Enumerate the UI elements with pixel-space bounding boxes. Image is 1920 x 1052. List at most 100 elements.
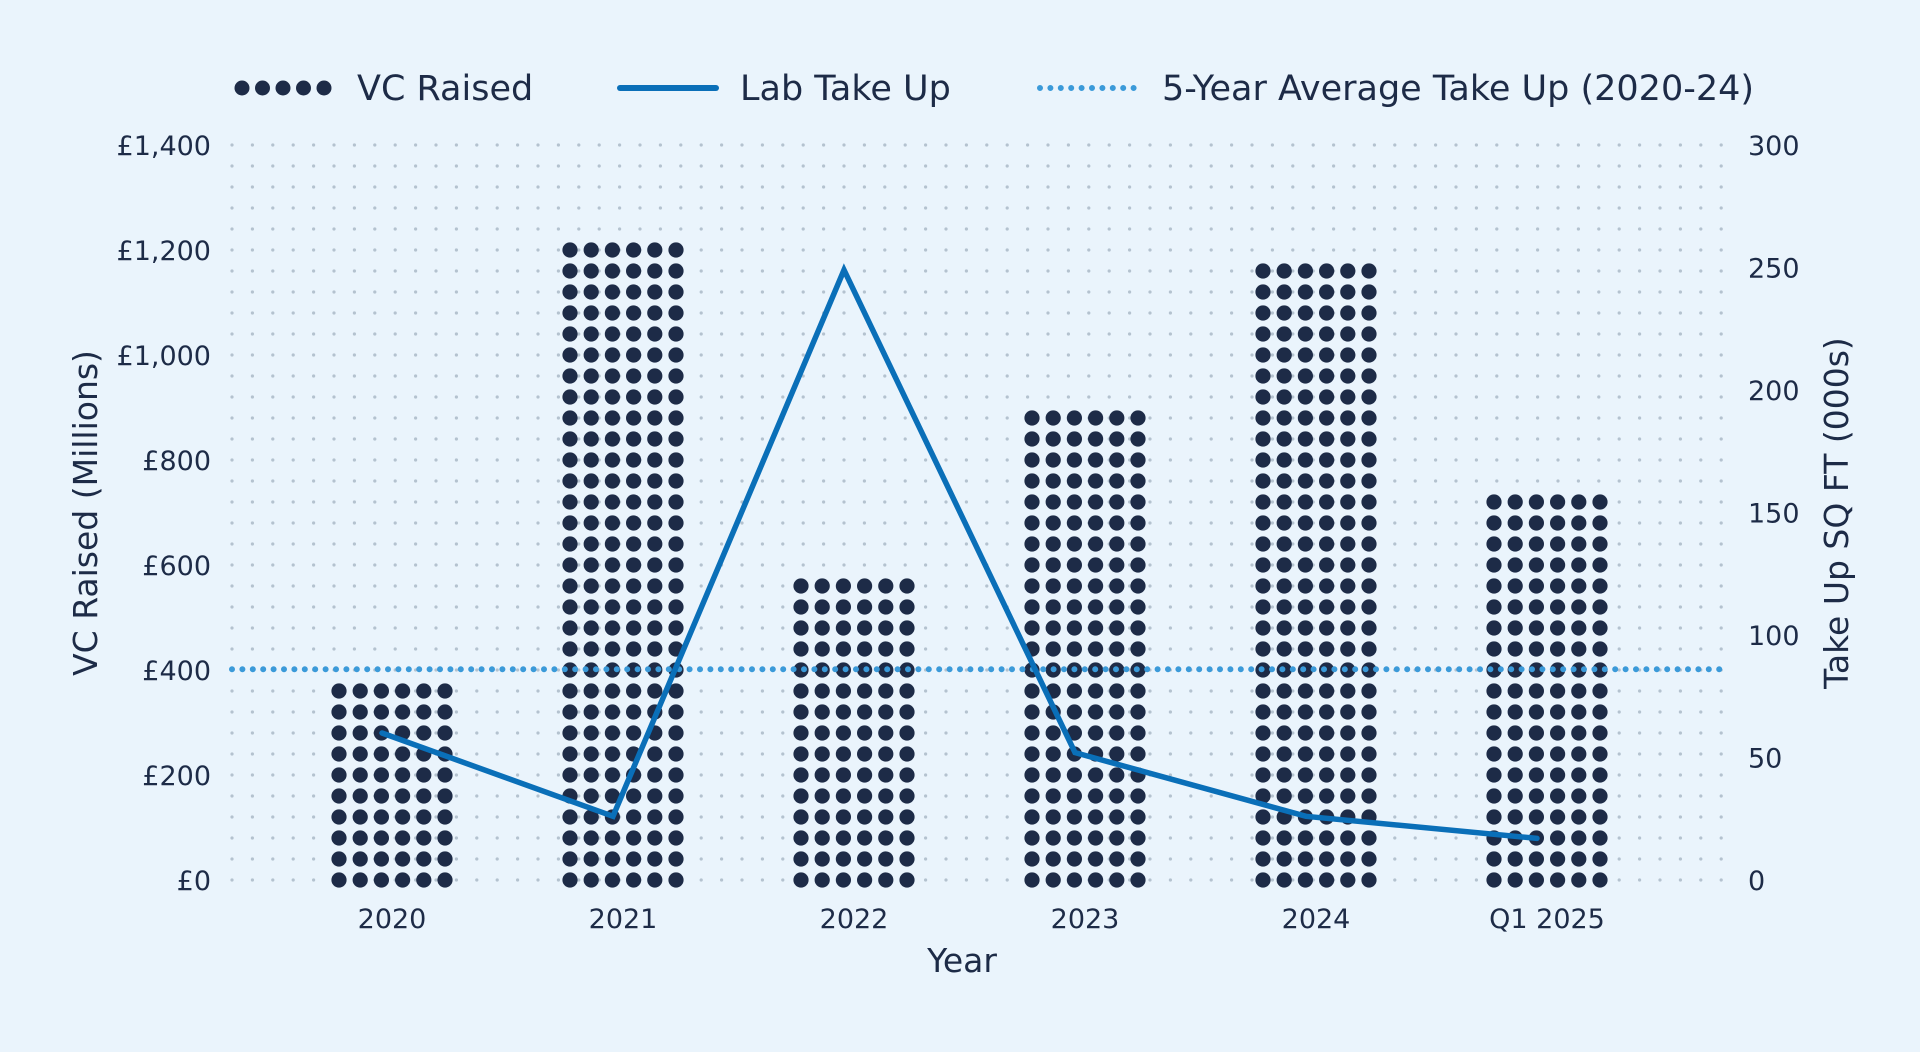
grid-dot [883,290,886,293]
grid-dot [659,206,662,209]
grid-dot [924,416,927,419]
grid-dot [455,626,458,629]
grid-dot [434,878,437,881]
grid-dot [1658,626,1661,629]
grid-dot [1414,500,1417,503]
grid-dot [1597,164,1600,167]
grid-dot [434,395,437,398]
grid-dot [985,332,988,335]
grid-dot [516,710,519,713]
bar-dot [1550,830,1565,845]
grid-dot [1618,857,1621,860]
grid-dot [577,857,580,860]
bar-dot [605,620,620,635]
grid-dot [455,647,458,650]
bar-dot [626,788,641,803]
bar-dot [793,809,808,824]
grid-dot [1189,878,1192,881]
grid-dot [455,563,458,566]
grid-dot [516,143,519,146]
bar-dot [1298,557,1313,572]
grid-dot [292,395,295,398]
grid-dot [944,458,947,461]
grid-dot [1434,794,1437,797]
grid-dot [924,542,927,545]
grid-dot [394,227,397,230]
bar-dot [1277,620,1292,635]
bar-dot [605,305,620,320]
grid-dot [1454,248,1457,251]
grid-dot [1250,626,1253,629]
grid-dot [781,584,784,587]
bar-dot [562,809,577,824]
grid-dot [251,206,254,209]
grid-dot [1679,164,1682,167]
grid-dot [1720,836,1723,839]
grid-dot [251,710,254,713]
bar-dot [1067,830,1082,845]
grid-dot [1148,353,1151,356]
grid-dot [1210,248,1213,251]
grid-dot [1148,269,1151,272]
bar-dot [1067,578,1082,593]
bar-dot [1277,578,1292,593]
grid-dot [965,563,968,566]
grid-dot [516,815,519,818]
bar-dot [1024,452,1039,467]
grid-dot [883,500,886,503]
grid-dot [1658,206,1661,209]
grid-dot [271,605,274,608]
bar-dot [1550,578,1565,593]
grid-dot [1658,773,1661,776]
grid-dot [312,311,315,314]
bar-dot [374,830,389,845]
grid-dot [1271,248,1274,251]
bar-dot [1024,851,1039,866]
grid-dot [1291,185,1294,188]
grid-dot [312,794,315,797]
grid-dot [1087,395,1090,398]
grid-dot [1352,185,1355,188]
bar-dot [1361,326,1376,341]
grid-dot [944,395,947,398]
grid-dot [271,437,274,440]
grid-dot [557,584,560,587]
grid-dot [1434,584,1437,587]
grid-dot [271,563,274,566]
bar-dot [1361,620,1376,635]
bar-dot [815,788,830,803]
grid-dot [700,773,703,776]
bar-dot [793,725,808,740]
grid-dot [251,752,254,755]
grid-dot [720,878,723,881]
grid-dot [292,479,295,482]
grid-dot [475,836,478,839]
grid-dot [292,206,295,209]
grid-dot [720,353,723,356]
grid-dot [802,521,805,524]
grid-dot [1026,206,1029,209]
grid-dot [1434,857,1437,860]
bar-dot [1508,809,1523,824]
grid-dot [700,269,703,272]
grid-dot [230,710,233,713]
grid-dot [944,437,947,440]
grid-dot [1230,752,1233,755]
grid-dot [1720,311,1723,314]
bar-dot [1255,872,1270,887]
grid-dot [475,248,478,251]
bar-dot [1550,725,1565,740]
grid-dot [251,374,254,377]
grid-dot [1475,227,1478,230]
grid-dot [251,689,254,692]
grid-dot [1434,458,1437,461]
bar-dot [1024,599,1039,614]
grid-dot [230,290,233,293]
bar-dot [836,578,851,593]
bar-dot [562,368,577,383]
grid-dot [965,353,968,356]
grid-dot [1210,353,1213,356]
bar-dot [1088,452,1103,467]
grid-dot [1638,248,1641,251]
